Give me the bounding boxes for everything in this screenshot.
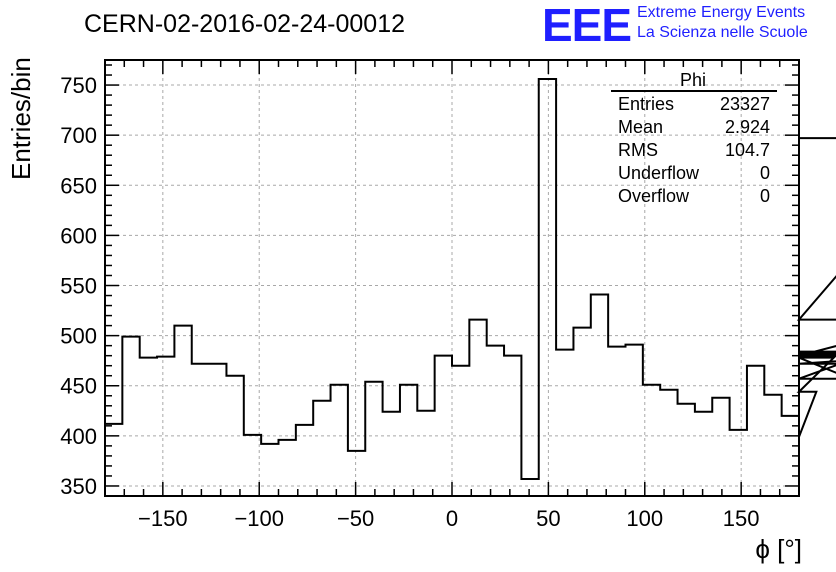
x-tick-label: 0 (446, 506, 458, 531)
stat-value: 23327 (719, 94, 770, 114)
stat-key: Entries (618, 94, 675, 114)
x-tick-label: 50 (536, 506, 560, 531)
y-tick-label: 450 (60, 374, 97, 399)
stat-value: 104.7 (724, 140, 770, 160)
histogram-outline (104, 78, 836, 496)
grid-lines (105, 60, 799, 496)
x-tick-label: −50 (337, 506, 374, 531)
y-axis-label: Entries/bin (6, 57, 36, 180)
chart-title: CERN-02-2016-02-24-00012 (84, 10, 406, 38)
x-tick-label: −100 (234, 506, 284, 531)
y-tick-label: 600 (60, 223, 97, 248)
stat-value: 0 (759, 186, 770, 206)
stat-key: Underflow (618, 163, 700, 183)
stat-key: Overflow (618, 186, 690, 206)
tick-labels: −150 −100 −50 0 50 100 150 350 400 450 500 550 600 65… (60, 73, 759, 531)
y-tick-label: 650 (60, 173, 97, 198)
plot-frame (104, 59, 800, 497)
logo-line-1: Extreme Energy Events (637, 4, 806, 21)
x-tick-label: 150 (723, 506, 760, 531)
y-tick-label: 400 (60, 424, 97, 449)
y-tick-label: 550 (60, 274, 97, 299)
stat-value: 2.924 (724, 117, 770, 137)
eee-logo: EEE (542, 0, 632, 51)
stat-key: Mean (618, 117, 664, 137)
x-axis-label: ϕ [°] (755, 534, 802, 564)
logo-line-2: La Scienza nelle Scuole (637, 24, 808, 41)
y-tick-label: 700 (60, 123, 97, 148)
x-tick-label: 100 (626, 506, 663, 531)
stat-value: 0 (759, 163, 770, 183)
stats-divider (611, 90, 777, 92)
y-tick-label: 750 (60, 73, 97, 98)
y-tick-label: 500 (60, 324, 97, 349)
stat-key: RMS (618, 140, 658, 160)
y-tick-label: 350 (60, 474, 97, 499)
stats-title: Phi (680, 70, 707, 90)
x-tick-label: −150 (138, 506, 188, 531)
